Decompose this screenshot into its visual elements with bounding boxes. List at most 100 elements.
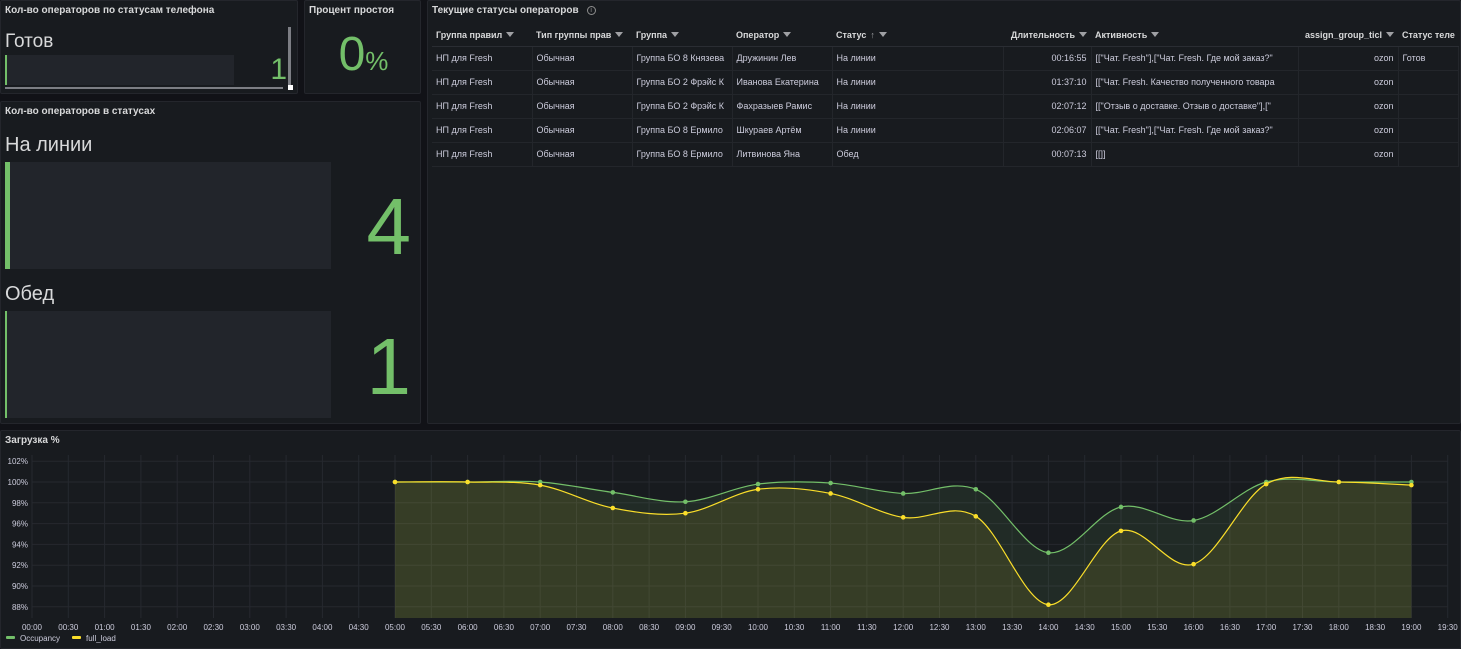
x-tick-label: 08:30	[639, 623, 660, 632]
data-point-full-load	[610, 505, 616, 511]
filter-icon[interactable]	[615, 31, 624, 37]
data-point-full-load	[683, 510, 688, 516]
info-icon[interactable]: i	[586, 6, 596, 15]
x-tick-label: 15:00	[1111, 623, 1132, 632]
filter-icon[interactable]	[1151, 31, 1160, 37]
table-row[interactable]: НП для Fresh Обычная Группа БО 2 Фрэйс К Фа…	[432, 94, 1459, 119]
column-header[interactable]: Группа правил	[432, 24, 532, 47]
data-point-full-load	[828, 491, 833, 496]
data-point-full-load	[537, 482, 543, 488]
table-cell: Группа БО 8 Ермило	[632, 142, 733, 167]
x-tick-label: 18:30	[1365, 623, 1386, 632]
table-cell: Обычная	[532, 46, 633, 71]
column-header[interactable]: Статус теле	[1398, 24, 1458, 47]
table-cell: Литвинова Яна	[732, 142, 833, 167]
x-tick-label: 03:00	[240, 623, 261, 632]
table-cell: Обычная	[532, 118, 633, 143]
table-cell: 00:16:55	[1003, 46, 1092, 71]
legend-swatch	[6, 636, 15, 639]
table-cell: Фахразыев Рамис	[732, 94, 833, 119]
table-header-row: Группа правил Тип группы прав Группа Опе…	[432, 24, 1458, 47]
filter-icon[interactable]	[506, 31, 515, 37]
x-tick-label: 05:30	[421, 623, 442, 632]
data-point-full-load	[1409, 482, 1414, 488]
filter-icon[interactable]	[1386, 31, 1394, 37]
table-cell: НП для Fresh	[432, 46, 533, 71]
legend-item-full-load[interactable]: full_load	[72, 634, 116, 643]
filter-icon[interactable]	[878, 31, 887, 37]
x-tick-label: 10:30	[784, 623, 805, 632]
x-tick-label: 11:30	[857, 623, 877, 632]
filter-icon[interactable]	[1079, 31, 1087, 37]
x-tick-label: 06:00	[458, 623, 479, 632]
x-tick-label: 17:00	[1256, 623, 1277, 632]
y-tick-label: 100%	[8, 478, 28, 487]
data-point-occupancy	[683, 499, 688, 505]
table-row[interactable]: НП для Fresh Обычная Группа БО 8 Князева Др…	[432, 46, 1459, 71]
data-point-full-load	[973, 514, 979, 519]
chart-legend: Occupancy full_load	[6, 634, 116, 643]
table-cell: ozon	[1298, 46, 1399, 71]
filter-icon[interactable]	[783, 31, 792, 37]
y-tick-label: 92%	[12, 561, 28, 570]
column-header[interactable]: Группа	[632, 24, 732, 47]
table-cell: Готов	[1398, 46, 1459, 71]
table-cell: Группа БО 2 Фрэйс К	[632, 70, 733, 95]
data-point-occupancy	[1118, 504, 1124, 510]
status-bar-fill	[5, 311, 7, 418]
table-cell	[1398, 118, 1459, 143]
y-tick-label: 90%	[12, 582, 28, 591]
legend-item-occupancy[interactable]: Occupancy	[6, 634, 60, 643]
x-tick-label: 07:00	[530, 623, 551, 632]
x-tick-label: 16:00	[1184, 623, 1205, 632]
table-cell: Обычная	[532, 142, 633, 167]
status-counts-panel: Кол-во операторов в статусах На линии 4 …	[0, 101, 421, 424]
table-cell: [["Отзыв о доставке. Отзыв о доставке"],…	[1091, 94, 1299, 119]
x-tick-label: 04:30	[349, 623, 370, 632]
x-tick-label: 12:00	[893, 623, 914, 632]
column-header[interactable]: Активность	[1091, 24, 1298, 47]
operator-table: Группа правил Тип группы прав Группа Опе…	[432, 24, 1459, 167]
x-tick-label: 13:30	[1002, 623, 1023, 632]
table-row[interactable]: НП для Fresh Обычная Группа БО 8 Ермило Шку…	[432, 118, 1459, 143]
y-tick-label: 102%	[8, 457, 28, 466]
column-header[interactable]: Длительность	[1003, 24, 1091, 47]
x-tick-label: 00:30	[58, 623, 79, 632]
table-row[interactable]: НП для Fresh Обычная Группа БО 2 Фрэйс К Ив…	[432, 70, 1459, 95]
filter-icon[interactable]	[671, 31, 680, 37]
data-point-full-load	[1191, 561, 1196, 567]
status-bar	[5, 55, 234, 85]
sort-asc-icon[interactable]: ↑	[870, 29, 875, 40]
column-header[interactable]: Статус ↑	[832, 24, 1003, 47]
load-chart-panel: Загрузка %	[0, 430, 1461, 649]
x-tick-label: 09:00	[675, 623, 696, 632]
data-point-full-load	[900, 515, 906, 520]
status-bar-fill	[5, 55, 7, 85]
table-row[interactable]: НП для Fresh Обычная Группа БО 8 Ермило Лит…	[432, 142, 1459, 167]
table-cell: [["Чат. Fresh"],["Чат. Fresh. Где мой за…	[1091, 46, 1299, 71]
status-value-lunch: 1	[366, 322, 412, 411]
vertical-scrollbar[interactable]	[288, 27, 291, 87]
horizontal-scrollbar[interactable]	[5, 87, 283, 89]
panel-title: Кол-во операторов в статусах	[5, 106, 156, 117]
data-point-occupancy	[755, 481, 761, 487]
x-tick-label: 16:30	[1220, 623, 1241, 632]
column-header[interactable]: Оператор	[732, 24, 832, 47]
panel-title: Процент простоя	[309, 5, 395, 16]
status-bar-on-line	[5, 162, 331, 269]
status-bar-fill	[5, 162, 10, 269]
data-point-full-load	[392, 479, 398, 485]
series-line-occupancy	[395, 478, 1412, 554]
table-cell: Обычная	[532, 94, 633, 119]
x-tick-label: 15:30	[1147, 623, 1168, 632]
legend-swatch	[72, 636, 82, 639]
x-tick-label: 13:00	[966, 623, 987, 632]
data-point-occupancy	[1191, 518, 1196, 523]
series-line-full-load	[394, 476, 1412, 606]
table-cell: 02:07:12	[1003, 94, 1092, 119]
column-header[interactable]: Тип группы прав	[532, 24, 632, 47]
column-header[interactable]: assign_group_ticl	[1298, 24, 1398, 47]
table-cell: 02:06:07	[1003, 118, 1092, 143]
status-bar-lunch	[5, 311, 331, 418]
